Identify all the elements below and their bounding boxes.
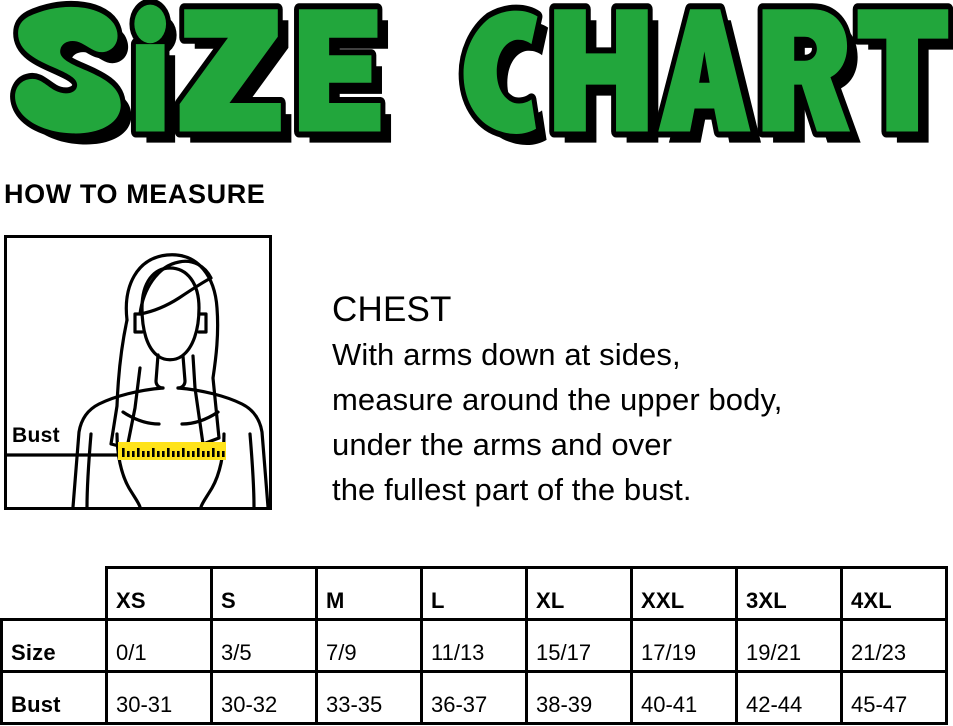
cell-size-xl: 15/17 — [525, 618, 633, 673]
chest-heading: CHEST — [332, 290, 452, 329]
cell-bust-3xl: 42-44 — [735, 670, 843, 725]
column-header-xs: XS — [105, 566, 213, 621]
cell-bust-m: 33-35 — [315, 670, 423, 725]
chest-line-4: the fullest part of the bust. — [332, 472, 692, 507]
cell-size-m: 7/9 — [315, 618, 423, 673]
table-row-bust: Bust 30-31 30-32 33-35 36-37 38-39 40-41… — [0, 670, 948, 725]
cell-size-xxl: 17/19 — [630, 618, 738, 673]
female-torso-figure — [7, 253, 269, 507]
cell-bust-l: 36-37 — [420, 670, 528, 725]
column-header-s: S — [210, 566, 318, 621]
how-to-measure-heading: HOW TO MEASURE — [4, 179, 266, 209]
table-row-size: Size 0/1 3/5 7/9 11/13 15/17 17/19 19/21… — [0, 618, 948, 673]
size-chart-table: XS S M L XL XXL 3XL 4XL Size 0/1 3/5 7/9… — [0, 566, 948, 725]
cell-size-xs: 0/1 — [105, 618, 213, 673]
column-header-4xl: 4XL — [840, 566, 948, 621]
measurement-illustration — [4, 235, 272, 510]
cell-bust-xxl: 40-41 — [630, 670, 738, 725]
measuring-tape-icon — [118, 442, 226, 460]
cell-size-3xl: 19/21 — [735, 618, 843, 673]
bust-label: Bust — [12, 424, 60, 447]
cell-bust-4xl: 45-47 — [840, 670, 948, 725]
table-corner-cell — [1, 567, 107, 620]
chest-line-1: With arms down at sides, — [332, 337, 681, 372]
cell-bust-xl: 38-39 — [525, 670, 633, 725]
chest-line-2: measure around the upper body, — [332, 382, 783, 417]
row-label-bust: Bust — [0, 670, 108, 725]
size-chart-title-graphic — [0, 0, 953, 146]
chest-line-3: under the arms and over — [332, 427, 673, 462]
column-header-xxl: XXL — [630, 566, 738, 621]
cell-size-s: 3/5 — [210, 618, 318, 673]
column-header-m: M — [315, 566, 423, 621]
row-label-size: Size — [0, 618, 108, 673]
column-header-xl: XL — [525, 566, 633, 621]
column-header-3xl: 3XL — [735, 566, 843, 621]
cell-size-4xl: 21/23 — [840, 618, 948, 673]
measurements-table: XS S M L XL XXL 3XL 4XL Size 0/1 3/5 7/9… — [0, 566, 948, 725]
cell-size-l: 11/13 — [420, 618, 528, 673]
chest-description: CHEST With arms down at sides, measure a… — [332, 288, 783, 512]
column-header-l: L — [420, 566, 528, 621]
cell-bust-xs: 30-31 — [105, 670, 213, 725]
page-title — [0, 0, 953, 150]
cell-bust-s: 30-32 — [210, 670, 318, 725]
table-header-row: XS S M L XL XXL 3XL 4XL — [1, 566, 948, 621]
